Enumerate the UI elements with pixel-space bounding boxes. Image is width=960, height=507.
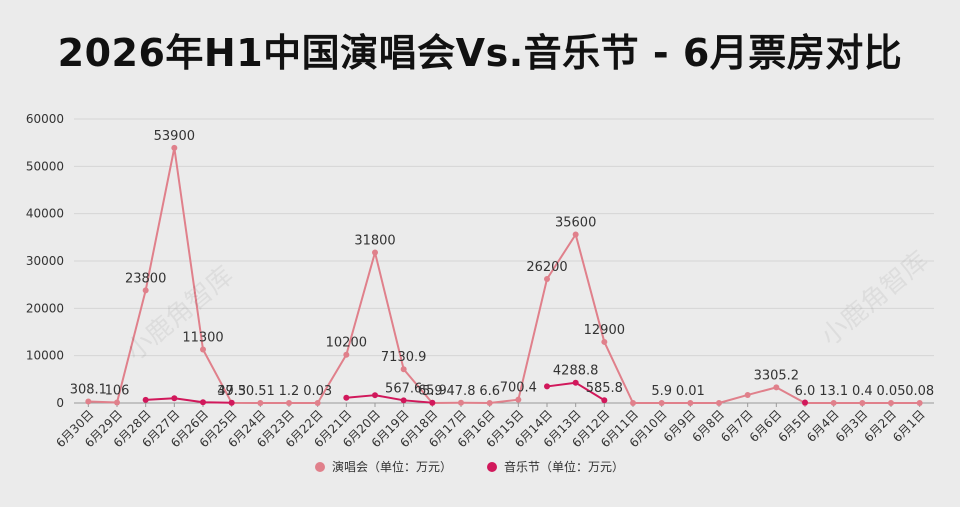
data-label: 13.1 [819,384,848,399]
data-point [286,399,292,406]
data-label: 567.6 [385,381,422,396]
data-label: 26200 [526,260,567,275]
data-point [257,399,264,406]
legend-marker [487,462,497,472]
series-line [88,146,920,404]
data-point [429,399,436,406]
data-label: 31800 [354,233,395,248]
data-label: 0.05 [877,384,906,399]
data-label: 10200 [326,336,367,351]
data-point [85,398,92,405]
data-label: 3305.2 [754,368,800,383]
data-label: 4288.8 [553,364,599,379]
y-tick-label: 40000 [26,207,64,221]
data-label: 0.4 [852,384,873,399]
series-group [85,144,923,406]
series-line [145,397,232,404]
data-point [630,400,636,406]
data-point [314,399,321,406]
data-point [171,395,178,402]
legend-item-2: 音乐节（单位：万元） [487,459,624,474]
legend: 演唱会（单位：万元） 音乐节（单位：万元） [315,459,624,474]
y-tick-label: 20000 [26,301,64,315]
data-point [486,399,493,406]
data-point [572,379,579,386]
data-point [802,399,808,406]
data-label: 1.2 [279,384,300,399]
data-point [601,338,608,345]
data-point [142,287,149,294]
data-label: 12900 [584,323,625,338]
data-point [859,399,866,406]
data-label: 5.9 [651,384,672,399]
series-2 [142,379,808,406]
data-point [773,384,780,391]
data-label: 65.9 [418,384,447,399]
data-point [830,399,837,406]
data-point [343,351,350,358]
legend-item-1: 演唱会（单位：万元） [315,459,452,474]
chart-title: 2026年H1中国演唱会Vs.音乐节 - 6月票房对比 [57,31,903,75]
data-label: 585.8 [586,381,623,396]
data-point [400,397,407,404]
y-tick-label: 0 [56,396,64,410]
y-tick-label: 30000 [26,254,64,268]
legend-label: 演唱会（单位：万元） [332,459,452,474]
y-tick-label: 50000 [26,159,64,173]
data-label: 0.08 [905,384,934,399]
data-point [544,383,550,390]
series-line [346,394,433,404]
data-point [372,392,378,399]
data-point [572,231,579,238]
data-point [716,400,722,406]
data-label: 35600 [555,215,596,230]
data-label: 308.1 [70,383,107,398]
data-point [888,399,894,406]
legend-label: 音乐节（单位：万元） [504,459,624,474]
data-point [372,249,378,256]
data-point [601,397,608,404]
data-point [343,394,350,401]
data-point [515,396,522,403]
data-label: 47.8 [447,384,476,399]
y-axis: 0 10000 20000 30000 40000 50000 60000 [26,112,64,410]
data-label: 700.4 [500,381,537,396]
data-label: 7130.9 [381,350,427,365]
data-point [114,399,120,406]
data-label: 5.9 [422,384,443,399]
data-label: 0.51 [246,384,275,399]
data-label: 0.03 [303,384,332,399]
y-tick-label: 10000 [26,349,64,363]
data-point [142,396,149,403]
data-label: 0.01 [676,384,705,399]
gridlines [74,118,934,404]
data-label: 6.0 [795,384,816,399]
data-label: 23800 [125,271,166,286]
data-label: 11300 [182,331,223,346]
data-point [400,366,407,373]
data-point [544,275,550,282]
data-point [658,399,665,406]
legend-marker [315,462,325,472]
watermark-text: 小鹿角智库 [815,246,934,353]
data-point [228,399,235,406]
data-point [200,346,206,353]
data-point [171,144,178,151]
data-label: 49.3 [217,384,246,399]
data-label: 6.6 [479,384,500,399]
data-point [744,391,751,398]
x-axis: 6月30日6月29日6月28日6月27日6月26日6月25日6月24日6月23日… [53,403,928,450]
data-label: 37.5 [217,384,246,399]
data-label: 106 [105,383,130,398]
x-tick-label: 6月1日 [890,407,928,445]
data-point [916,399,923,406]
data-point [458,399,464,406]
data-point [200,399,206,406]
y-tick-label: 60000 [26,112,64,126]
data-point [687,399,694,406]
data-label: 53900 [154,129,195,144]
